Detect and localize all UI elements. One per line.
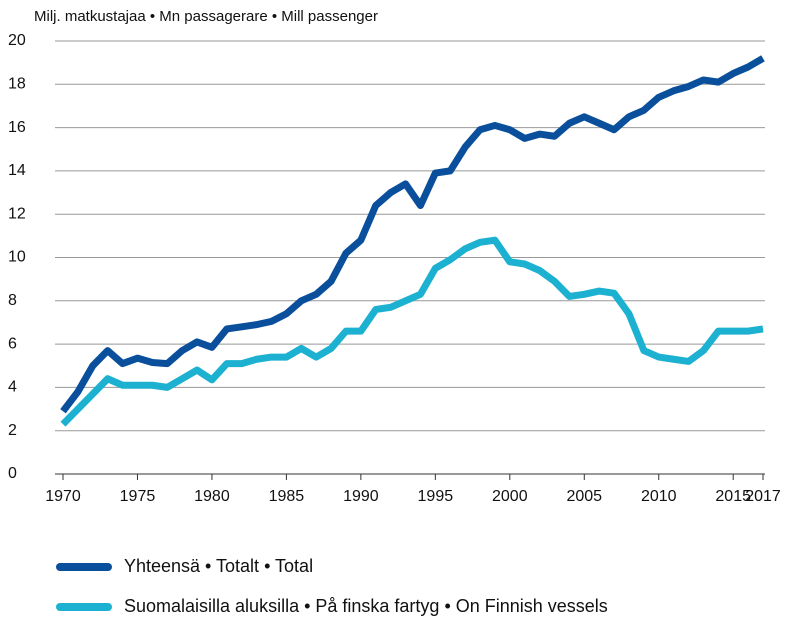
y-tick-label: 0 — [8, 465, 17, 482]
line — [60, 55, 765, 414]
legend-label: Suomalaisilla aluksilla • På finska fart… — [124, 596, 608, 616]
y-tick-label: 16 — [8, 119, 26, 136]
x-tick-label: 1975 — [120, 488, 156, 505]
x-tick-label: 1990 — [343, 488, 379, 505]
line — [60, 236, 764, 427]
x-tick-label: 2015 — [715, 488, 751, 505]
x-tick-label: 1995 — [418, 488, 454, 505]
x-tick-label: 1985 — [269, 488, 305, 505]
y-tick-label: 4 — [8, 379, 17, 396]
y-tick-label: 6 — [8, 335, 17, 352]
x-tick-label: 2000 — [492, 488, 528, 505]
y-tick-label: 2 — [8, 422, 17, 439]
axis-title: Milj. matkustajaa • Mn passagerare • Mil… — [34, 8, 378, 25]
x-tick-label: 2017 — [745, 488, 781, 505]
y-tick-label: 8 — [8, 292, 17, 309]
legend-label: Yhteensä • Totalt • Total — [124, 556, 313, 576]
y-tick-label: 10 — [8, 249, 26, 266]
y-tick-label: 14 — [8, 162, 26, 179]
x-tick-label: 2010 — [641, 488, 677, 505]
x-tick-label: 1970 — [45, 488, 81, 505]
y-tick-label: 20 — [8, 32, 26, 49]
x-tick-label: 2005 — [566, 488, 602, 505]
y-tick-label: 18 — [8, 76, 26, 93]
y-tick-label: 12 — [8, 205, 26, 222]
x-tick-label: 1980 — [194, 488, 230, 505]
